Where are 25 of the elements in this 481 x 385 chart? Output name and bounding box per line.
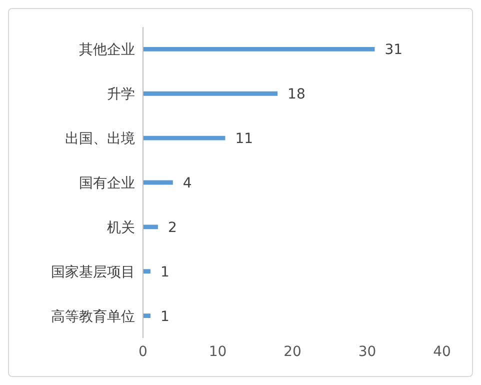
data-label: 2 [168, 220, 177, 236]
data-label: 1 [160, 264, 170, 280]
data-label: 18 [288, 86, 306, 103]
x-tick-label: 40 [433, 344, 451, 360]
bar [143, 91, 278, 96]
bar [143, 136, 226, 140]
y-tick-label: 机关 [107, 220, 135, 236]
x-tick-label: 20 [284, 344, 302, 360]
y-tick-label: 国有企业 [79, 175, 135, 192]
data-label: 11 [235, 131, 254, 148]
y-tick-label: 升学 [107, 86, 135, 103]
bar [143, 269, 150, 274]
data-label: 4 [182, 175, 192, 192]
bar [143, 46, 375, 52]
bar [143, 224, 158, 230]
bar [143, 314, 150, 318]
x-tick-label: 10 [208, 344, 227, 360]
x-tick-label: 30 [358, 344, 376, 360]
x-tick-label: 0 [138, 344, 148, 360]
data-label: 31 [384, 42, 403, 58]
y-tick-label: 国家基层项目 [51, 264, 135, 280]
y-tick-label: 其他企业 [79, 42, 135, 58]
y-tick-label: 出国、出境 [65, 131, 135, 148]
y-tick-label: 高等教育单位 [51, 308, 135, 325]
data-label: 1 [160, 308, 170, 325]
